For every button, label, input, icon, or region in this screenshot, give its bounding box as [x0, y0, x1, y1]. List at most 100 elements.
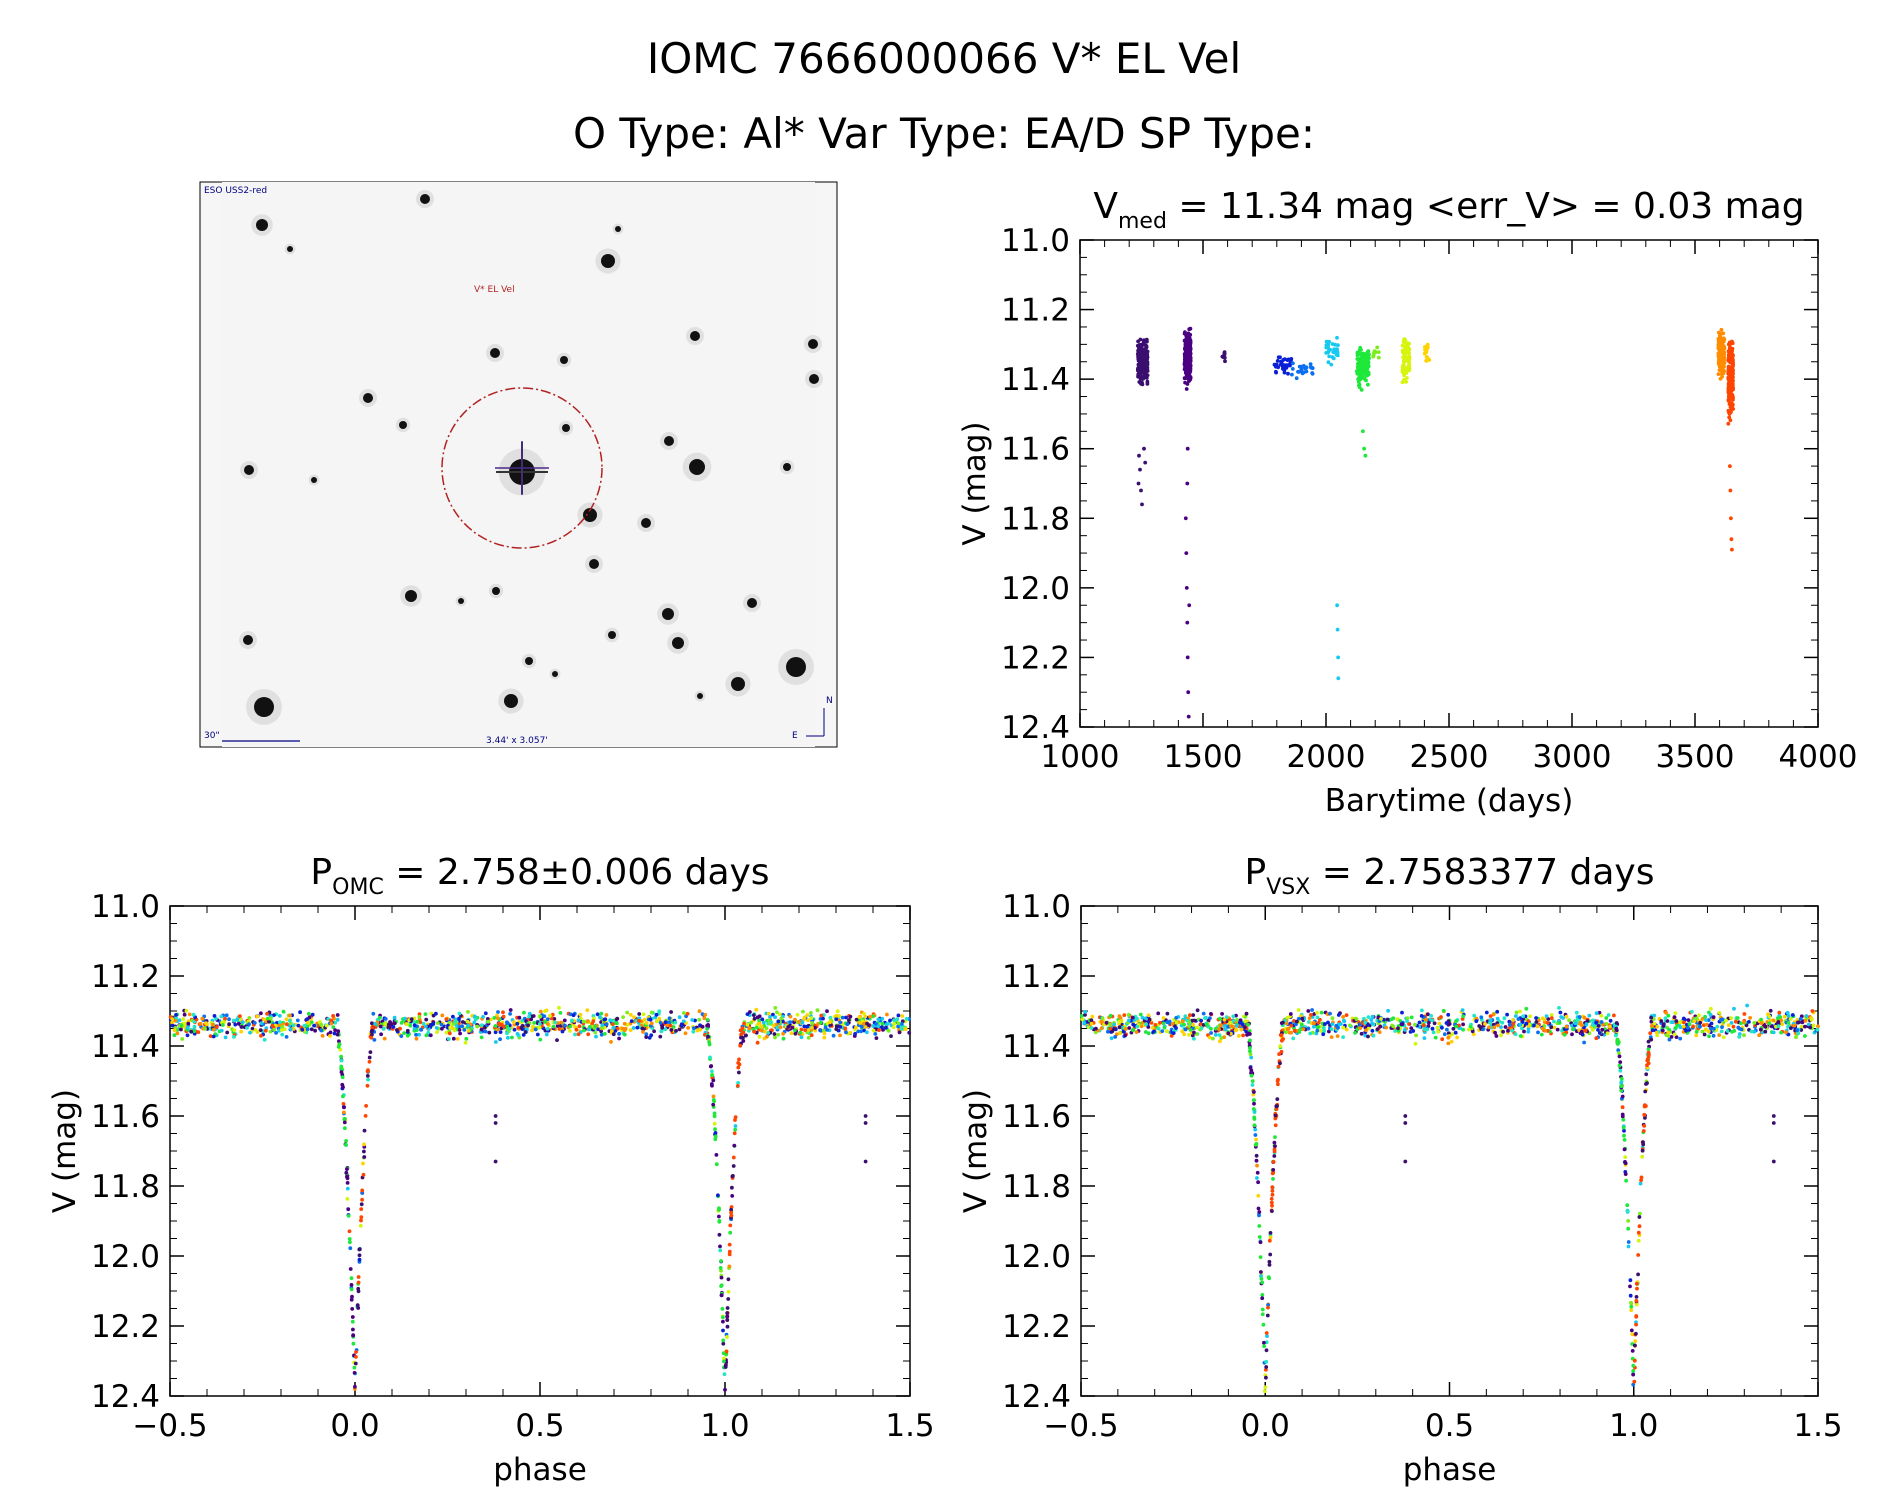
- data-point: [799, 1027, 804, 1032]
- data-point: [1665, 1019, 1670, 1023]
- data-point: [1511, 1018, 1515, 1022]
- data-point: [1248, 1052, 1253, 1057]
- data-point: [1361, 351, 1366, 356]
- data-point: [526, 1023, 530, 1028]
- data-point: [313, 1028, 317, 1033]
- data-point: [464, 1036, 469, 1041]
- data-point: [465, 1019, 470, 1024]
- data-point: [1675, 1023, 1680, 1028]
- finder-star: [783, 463, 791, 471]
- data-point: [632, 1015, 636, 1020]
- data-point: [721, 1319, 725, 1324]
- data-point: [1582, 1015, 1587, 1020]
- finder-star: [399, 421, 407, 429]
- data-point: [1117, 1019, 1122, 1024]
- data-point: [1126, 1018, 1131, 1023]
- data-point: [810, 1026, 814, 1030]
- data-point: [690, 1018, 695, 1022]
- data-point: [1336, 1013, 1341, 1017]
- data-point: [1273, 1144, 1277, 1148]
- data-point: [369, 1035, 374, 1040]
- data-point: [1639, 1175, 1644, 1180]
- data-point: [1366, 1026, 1371, 1031]
- data-point: [717, 1206, 721, 1211]
- data-point: [1728, 488, 1733, 493]
- data-point: [1737, 1035, 1742, 1039]
- data-point: [383, 1022, 387, 1026]
- data-point: [1561, 1016, 1565, 1020]
- data-point: [586, 1019, 590, 1023]
- data-point: [1622, 1147, 1627, 1152]
- finder-star: [363, 393, 373, 403]
- data-point: [170, 1023, 175, 1028]
- data-point: [1629, 1300, 1633, 1305]
- data-point: [641, 1012, 646, 1017]
- data-point: [1122, 1029, 1126, 1034]
- data-point: [537, 1022, 542, 1026]
- data-point: [1250, 1083, 1255, 1087]
- data-point: [347, 1229, 352, 1234]
- data-point: [405, 1028, 410, 1033]
- data-point: [493, 1114, 498, 1118]
- data-point: [724, 1349, 729, 1354]
- data-point: [1806, 1022, 1811, 1027]
- data-point: [1188, 358, 1192, 363]
- data-point: [1188, 346, 1193, 351]
- data-point: [602, 1017, 607, 1022]
- data-point: [880, 1025, 884, 1030]
- data-point: [1094, 1026, 1098, 1031]
- data-point: [1718, 376, 1723, 381]
- data-point: [324, 1023, 329, 1028]
- data-point: [1237, 1034, 1241, 1038]
- data-point: [1617, 1063, 1622, 1068]
- finder-star: [664, 436, 674, 446]
- data-point: [809, 1011, 813, 1015]
- data-point: [611, 1032, 616, 1037]
- finder-star: [244, 465, 254, 475]
- data-point: [1535, 1024, 1540, 1029]
- data-point: [1321, 1026, 1326, 1030]
- data-point: [252, 1021, 257, 1025]
- data-point: [1405, 1016, 1410, 1020]
- data-point: [1409, 1015, 1414, 1020]
- data-point: [247, 1016, 252, 1020]
- lightcurve-series: [1726, 339, 1735, 552]
- data-point: [1674, 1019, 1679, 1023]
- data-point: [871, 1024, 875, 1028]
- data-point: [1596, 1024, 1601, 1028]
- data-point: [328, 1030, 333, 1035]
- data-point: [713, 1134, 718, 1139]
- y-tick-label: 11.4: [1001, 362, 1070, 398]
- data-point: [272, 1027, 276, 1032]
- data-point: [705, 1018, 710, 1022]
- data-point: [843, 1026, 848, 1031]
- data-point: [1461, 1027, 1465, 1032]
- data-point: [1496, 1023, 1500, 1028]
- data-point: [732, 1131, 737, 1136]
- data-point: [440, 1013, 445, 1018]
- data-point: [642, 1017, 647, 1022]
- data-point: [1436, 1029, 1441, 1034]
- data-point: [1284, 1021, 1289, 1026]
- data-point: [1608, 1018, 1613, 1023]
- data-point: [1273, 1113, 1278, 1118]
- data-point: [1296, 1016, 1301, 1021]
- data-point: [392, 1021, 397, 1026]
- data-point: [1681, 1016, 1686, 1021]
- data-point: [749, 1020, 753, 1025]
- data-point: [1142, 446, 1146, 451]
- plot-frame: [169, 905, 911, 1397]
- data-point: [1304, 369, 1309, 374]
- data-point: [838, 1020, 843, 1025]
- data-point: [1403, 1114, 1408, 1118]
- data-point: [1117, 1025, 1122, 1030]
- data-point: [1495, 1016, 1500, 1021]
- data-point: [418, 1020, 423, 1025]
- data-point: [288, 1027, 293, 1031]
- data-point: [1360, 368, 1364, 373]
- data-point: [1191, 1023, 1196, 1027]
- data-point: [235, 1017, 240, 1022]
- finder-star: [641, 518, 651, 528]
- data-point: [1534, 1016, 1538, 1020]
- data-point: [291, 1027, 296, 1031]
